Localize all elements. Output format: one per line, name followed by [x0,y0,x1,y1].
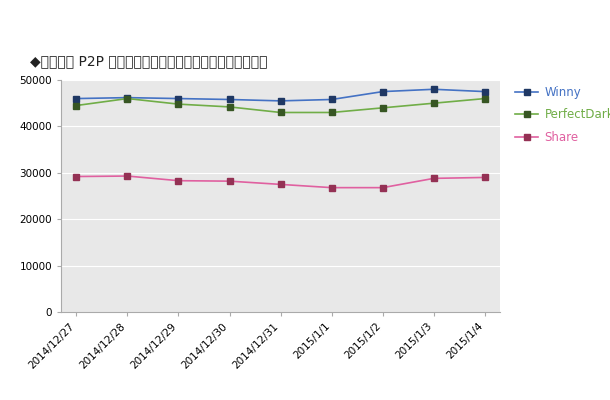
PerfectDark [175,102,182,106]
Share [175,178,182,183]
Text: ◆年末年始 P2P ファイル共有ソフト利用者数（ノード数）: ◆年末年始 P2P ファイル共有ソフト利用者数（ノード数） [30,54,268,68]
PerfectDark [277,110,284,115]
Share [328,185,336,190]
Share [124,174,131,178]
Winny [226,97,233,102]
Winny [430,87,437,92]
PerfectDark [328,110,336,115]
Winny [124,95,131,100]
PerfectDark [124,96,131,101]
Share [277,182,284,187]
PerfectDark [73,103,80,108]
Winny [379,89,386,94]
PerfectDark [226,104,233,109]
Share [379,185,386,190]
Share [73,174,80,179]
Winny [73,96,80,101]
Line: PerfectDark: PerfectDark [74,96,487,115]
Line: Share: Share [74,173,487,190]
PerfectDark [379,106,386,110]
Legend: Winny, PerfectDark, Share: Winny, PerfectDark, Share [515,86,610,144]
Winny [481,89,489,94]
Winny [328,97,336,102]
Share [226,179,233,184]
Share [430,176,437,181]
Line: Winny: Winny [74,86,487,104]
Winny [175,96,182,101]
PerfectDark [430,101,437,106]
PerfectDark [481,96,489,101]
Share [481,175,489,180]
Winny [277,98,284,103]
